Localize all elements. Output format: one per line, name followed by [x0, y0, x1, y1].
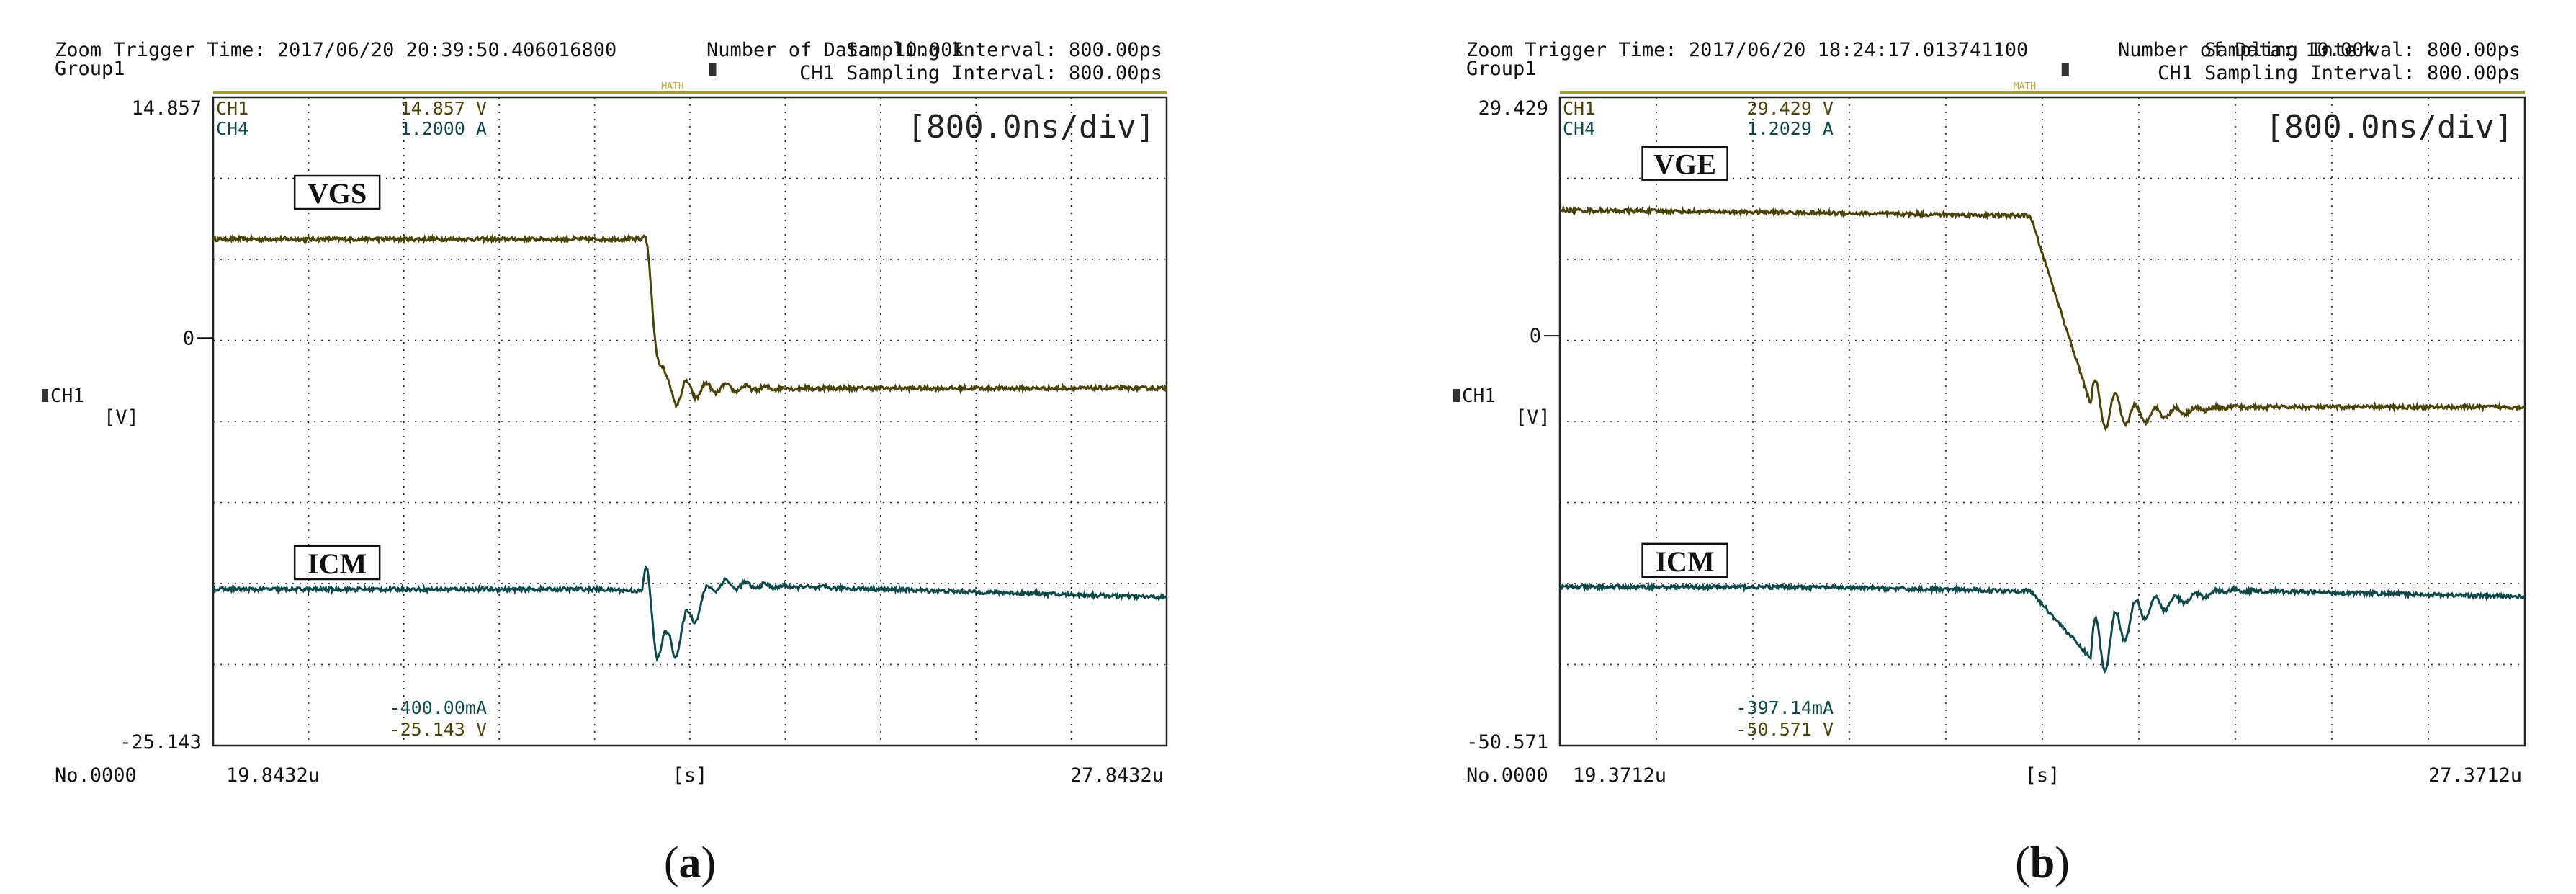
y-tick-bottom: -25.143: [120, 731, 202, 754]
header-trigger-time: Zoom Trigger Time: 2017/06/20 20:39:50.4…: [55, 39, 616, 61]
y-tick-top: 14.857: [131, 97, 202, 120]
ch1-readout-label: CH1: [1563, 98, 1595, 119]
x-tick-end: 27.3712u: [2428, 764, 2522, 787]
y-axis-channel: CH1: [50, 385, 84, 407]
trace-label-icm: ICM: [308, 547, 367, 580]
header-number-of-data: Number of Data: 10.00k: [706, 39, 964, 61]
y-tick-zero: 0: [1530, 325, 1541, 347]
trace-vgs: [212, 233, 1167, 410]
trace-icm: [212, 564, 1167, 663]
trace-vge: [1559, 204, 2526, 432]
trace-label-icm: ICM: [1655, 545, 1714, 578]
trace-label-box: [293, 545, 381, 581]
y-axis-unit: [V]: [1515, 406, 1550, 429]
panel-caption: (a): [664, 839, 716, 888]
y-axis-channel: CH1: [1462, 385, 1496, 407]
panel-caption: (b): [2015, 839, 2070, 888]
ch1-axis-marker-icon: [1453, 389, 1460, 402]
ch1-readout-value: 29.429 V: [1747, 98, 1834, 119]
ch1-marker-icon: [2061, 63, 2069, 76]
x-tick-start: 19.8432u: [226, 764, 320, 787]
ch4-readout-label: CH4: [1563, 118, 1595, 139]
header-ch1-sampling-interval: CH1 Sampling Interval: 800.00ps: [799, 62, 1162, 84]
header-number-of-data: Number of Data: 10.00k: [2118, 39, 2376, 61]
ch1-readout-label: CH1: [216, 98, 248, 119]
ch1-readout-value: 14.857 V: [400, 98, 487, 119]
x-tick-end: 27.8432u: [1070, 764, 1164, 787]
x-tick-start: 19.3712u: [1573, 764, 1666, 787]
ch1-axis-marker-icon: [42, 389, 48, 402]
header-sampling-interval: Sampling Interval: 800.00ps: [2204, 39, 2521, 61]
panel-b: Zoom Trigger Time: 2017/06/20 18:24:17.0…: [1453, 39, 2526, 888]
trace-label-box: [293, 174, 381, 210]
y-tick-bottom: -50.571: [1466, 731, 1548, 754]
bottom-readout-voltage: -50.571 V: [1736, 719, 1834, 740]
y-tick-zero: 0: [183, 327, 194, 349]
x-axis-unit: [s]: [673, 764, 708, 787]
trace-label-box: [1641, 146, 1728, 181]
bottom-readout-voltage: -25.143 V: [390, 719, 487, 740]
x-axis-unit: [s]: [2025, 764, 2060, 787]
header-group: Group1: [55, 58, 125, 80]
ch4-readout-value: 1.2029 A: [1747, 118, 1834, 139]
header-trigger-time: Zoom Trigger Time: 2017/06/20 18:24:17.0…: [1466, 39, 2028, 61]
y-tick-top: 29.429: [1478, 97, 1548, 120]
trace-icm: [1559, 581, 2526, 674]
ch4-readout-label: CH4: [216, 118, 248, 139]
bottom-readout-current: -397.14mA: [1736, 697, 1834, 718]
header-math-label: MATH: [661, 81, 683, 92]
record-number: No.0000: [1466, 764, 1548, 787]
header-math-label: MATH: [2014, 81, 2036, 92]
ch1-marker-icon: [709, 63, 717, 76]
ch4-readout-value: 1.2000 A: [400, 118, 487, 139]
y-axis-unit: [V]: [104, 406, 139, 429]
record-number: No.0000: [55, 764, 137, 787]
trace-label-vge: VGE: [1653, 148, 1716, 181]
timebase-label: [800.0ns/div]: [2266, 109, 2513, 146]
header-group: Group1: [1466, 58, 1537, 80]
bottom-readout-current: -400.00mA: [390, 697, 487, 718]
header-sampling-interval: Sampling Interval: 800.00ps: [846, 39, 1162, 61]
timebase-label: [800.0ns/div]: [907, 109, 1155, 146]
panel-a: Zoom Trigger Time: 2017/06/20 20:39:50.4…: [42, 39, 1168, 888]
trace-label-box: [1641, 542, 1728, 578]
header-ch1-sampling-interval: CH1 Sampling Interval: 800.00ps: [2158, 62, 2521, 84]
trace-label-vgs: VGS: [308, 177, 367, 210]
